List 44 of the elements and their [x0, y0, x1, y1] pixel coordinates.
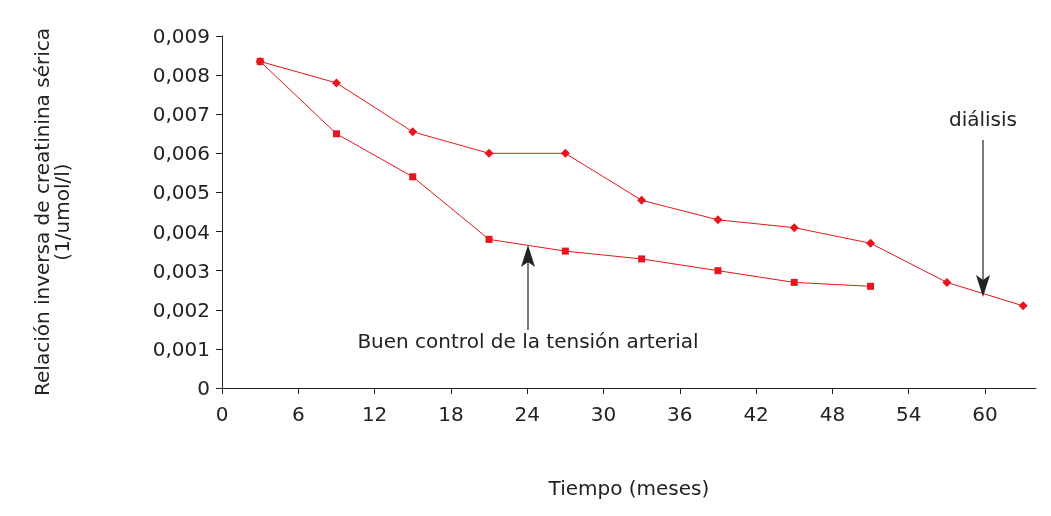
- point: [866, 238, 876, 248]
- y-tick-label: 0,008: [152, 63, 210, 88]
- y-tick-label: 0,009: [152, 24, 210, 48]
- x-tick-label: 30: [590, 402, 617, 426]
- y-tick-label: 0: [197, 376, 210, 400]
- x-tick-label: 60: [972, 402, 998, 426]
- y-tick-label: 0,002: [152, 297, 210, 322]
- x-tick-label: 54: [895, 402, 922, 426]
- point: [790, 278, 798, 286]
- y-tick-label: 0,004: [152, 219, 210, 244]
- point: [332, 130, 340, 138]
- y-axis-title: Relación inversa de creatinina sérica (1/umol/l): [30, 28, 74, 396]
- y-tick-label: 0,001: [152, 336, 210, 361]
- point: [256, 57, 264, 65]
- y-tick-label: 0,003: [152, 258, 210, 283]
- point: [713, 215, 723, 225]
- point: [331, 78, 341, 88]
- point: [560, 148, 570, 158]
- point: [867, 282, 875, 290]
- point: [1018, 301, 1028, 311]
- point: [561, 247, 569, 255]
- point: [942, 277, 952, 287]
- y-tick-label: 0,006: [152, 141, 210, 166]
- annotation: diálisis: [948, 107, 1018, 131]
- x-tick-label: 0: [215, 402, 229, 426]
- annotation: Buen control de la tensión arterial: [357, 329, 699, 353]
- x-tick-label: 24: [514, 402, 540, 426]
- point: [637, 195, 647, 205]
- x-axis-title: Tiempo (meses): [547, 476, 710, 500]
- y-tick-label: 0,005: [152, 180, 210, 205]
- x-tick-label: 42: [743, 402, 769, 426]
- y-tick-label: 0,007: [152, 102, 210, 127]
- point: [485, 235, 493, 243]
- point: [484, 148, 494, 158]
- point: [789, 223, 799, 233]
- x-tick-label: 12: [361, 402, 388, 426]
- point: [409, 173, 417, 181]
- point: [408, 127, 418, 137]
- point: [714, 267, 722, 275]
- point: [638, 255, 646, 263]
- x-tick-label: 18: [438, 402, 464, 426]
- x-tick-label: 48: [819, 402, 846, 426]
- x-tick-label: 6: [291, 402, 305, 426]
- x-tick-label: 36: [667, 402, 693, 426]
